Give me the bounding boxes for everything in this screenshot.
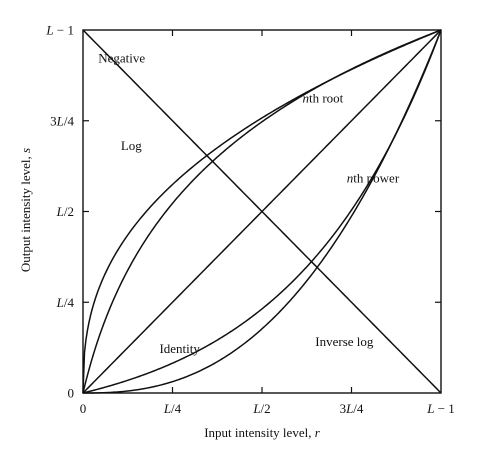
x-tick-label-part: /4 [171,401,182,416]
curve-label-inverse-log: Inverse log [315,334,374,349]
x-tick-label-part: L [163,401,171,416]
y-tick-label-part: − 1 [54,23,74,38]
y-tick-label-part: L [56,295,64,310]
curve-label-rest: th power [353,170,400,185]
y-tick-label-part: 3 [50,113,57,128]
y-tick-label-part: L [56,204,64,219]
curve-identity [82,29,442,394]
x-tick-label: L − 1 [426,401,455,416]
y-tick-label: L/4 [56,295,75,310]
curve-label-rest: th root [309,91,344,106]
curve-label-n: n [302,91,309,106]
y-tick-label-part: /2 [64,204,74,219]
x-tick-label: 0 [80,401,87,416]
curve-label-n: n [347,170,354,185]
x-tick-label-part: L [345,401,353,416]
x-tick-label-part: L [252,401,260,416]
x-tick-label-part: L [426,401,434,416]
x-axis-title-text: Input intensity level, [204,425,314,440]
curve-label-nth-root: nth root [302,91,343,106]
x-tick-label: 3L/4 [340,401,364,416]
x-tick-label-part: 3 [340,401,347,416]
x-axis-title-var: r [315,425,321,440]
y-tick-label-part: L [56,113,64,128]
curve-nth-root [82,29,442,394]
y-tick-label-part: L [45,23,53,38]
x-tick-label-part: /2 [261,401,271,416]
x-tick-label: L/4 [163,401,182,416]
curve-inverse-log [82,29,442,394]
y-tick-label-part: /4 [64,113,75,128]
x-axis-title: Input intensity level, r [204,425,320,440]
x-tick-label-part: − 1 [434,401,454,416]
curve-label-nth-power: nth power [347,170,400,185]
y-axis-title-text: Output intensity level, [18,153,33,272]
y-tick-label: 3L/4 [50,113,74,128]
x-tick-label: L/2 [252,401,270,416]
curve-label-log: Log [121,138,142,153]
y-tick-label: 0 [68,386,75,401]
y-axis-title-var: s [18,148,33,153]
curve-label-identity: Identity [159,341,200,356]
axes: 0 L/4 L/2 3L/4 L − 10L/4L/23L/4L − 1 [45,23,454,417]
y-axis-title: Output intensity level, s [18,148,33,272]
curves [82,29,442,394]
y-tick-label: L − 1 [45,23,74,38]
curve-label-negative: Negative [98,51,145,66]
y-tick-label-part: /4 [64,295,75,310]
y-tick-label: L/2 [56,204,74,219]
x-tick-label-part: /4 [353,401,364,416]
